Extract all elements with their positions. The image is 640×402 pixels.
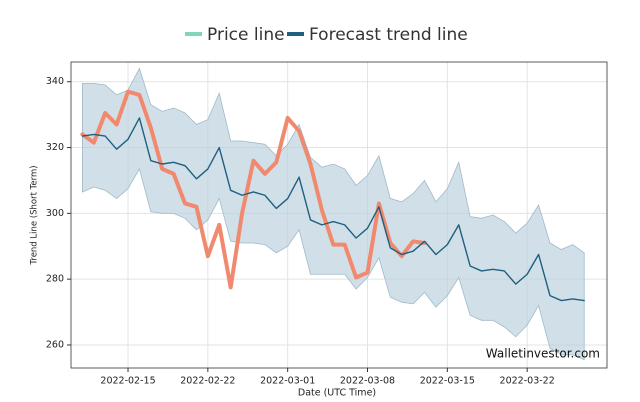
x-tick-label: 2022-02-15 [100,376,155,387]
y-tick-label: 340 [46,76,64,87]
line [81,117,585,302]
x-tick-label: 2022-03-15 [420,376,475,387]
line [80,89,427,290]
forecast-band [82,67,585,361]
x-tick-label: 2022-02-22 [180,376,235,387]
y-tick-label: 320 [46,142,64,153]
legend-label: Price line [207,25,285,45]
y-tick-label: 260 [46,339,64,350]
x-tick-label: 2022-03-08 [340,376,395,387]
y-axis-label: Trend Line (Short Term) [30,165,40,265]
y-tick-label: 300 [46,208,64,219]
watermark: Walletinvestor.com [486,347,600,361]
x-tick-label: 2022-03-01 [260,376,315,387]
x-tick-label: 2022-03-22 [500,376,555,387]
y-tick-label: 280 [46,274,64,285]
plot-frame [70,61,608,369]
legend-label: Forecast trend line [309,25,468,45]
x-axis-label: Date (UTC Time) [298,388,376,399]
